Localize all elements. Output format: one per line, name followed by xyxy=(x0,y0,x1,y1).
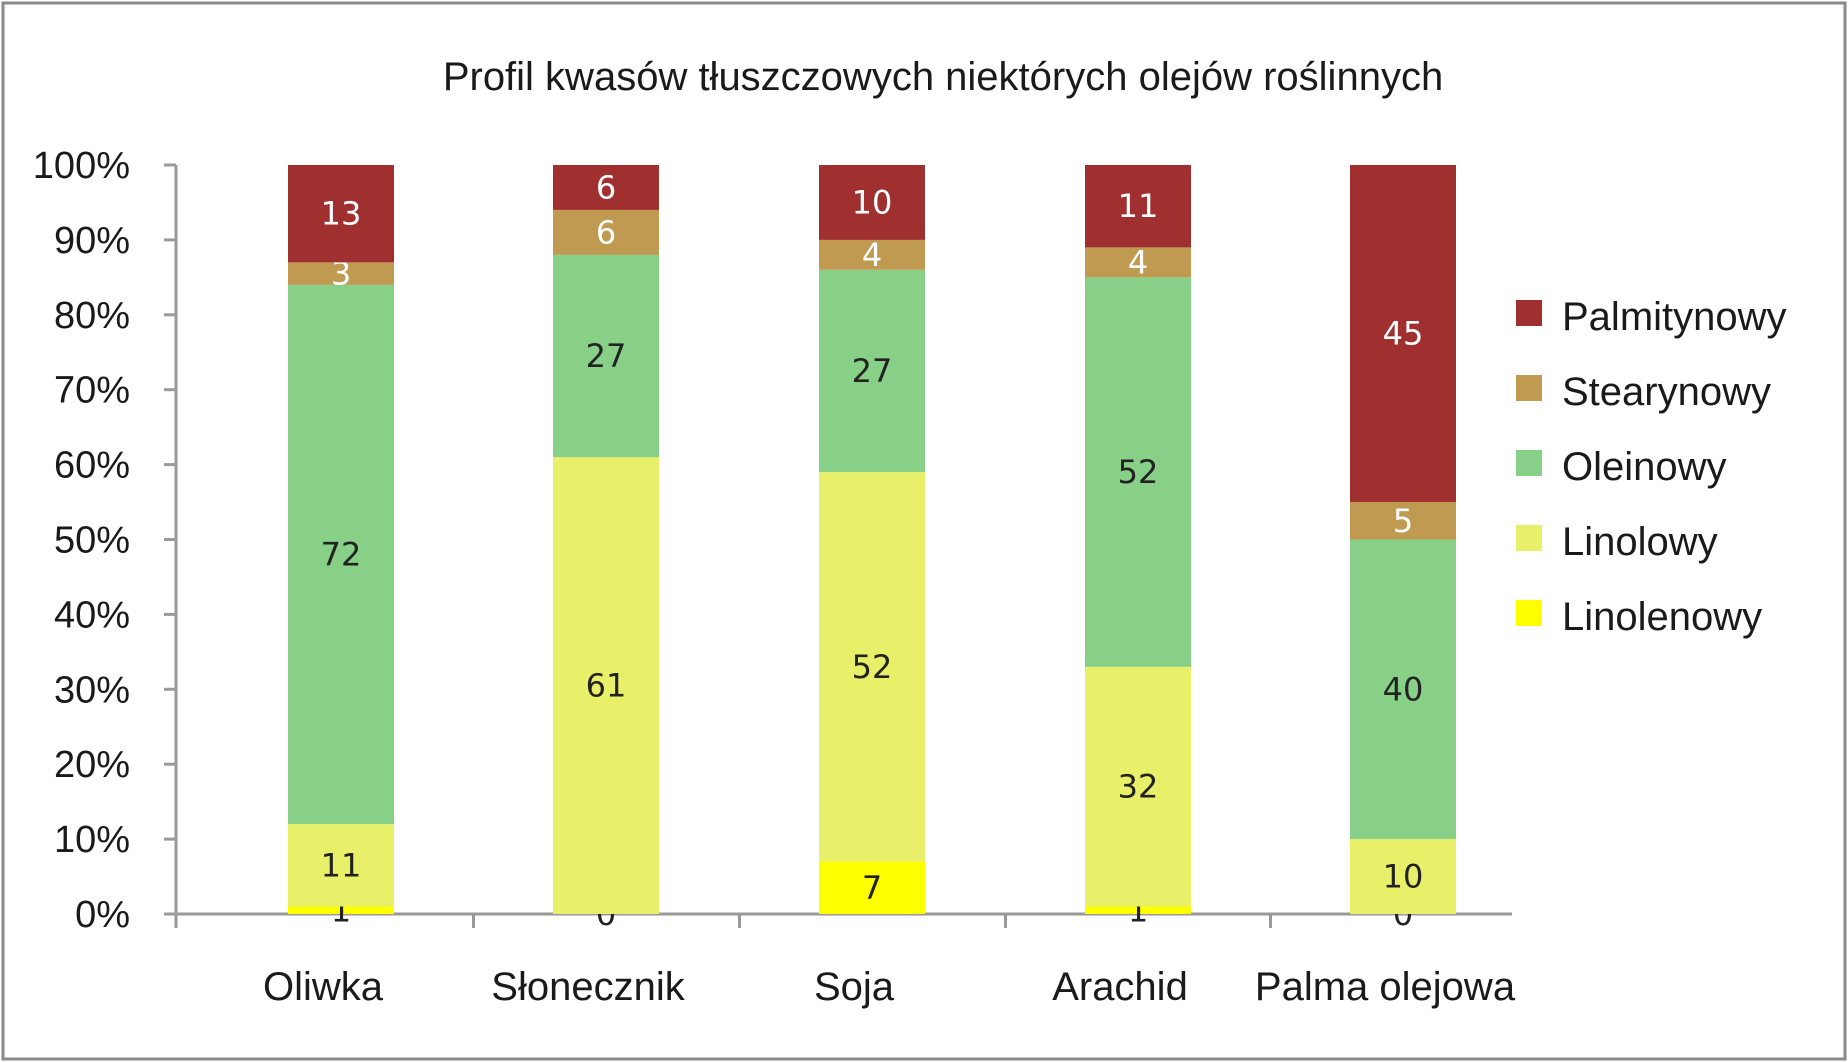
data-label: 4 xyxy=(1128,243,1148,281)
legend-swatch xyxy=(1516,525,1542,551)
bar-segment xyxy=(819,269,925,473)
legend-label: Stearynowy xyxy=(1562,370,1771,414)
data-label: 6 xyxy=(596,213,616,251)
bar-segment xyxy=(1350,502,1456,540)
data-label: 11 xyxy=(321,846,362,884)
data-label: 27 xyxy=(852,352,893,390)
bar-segment xyxy=(553,165,659,210)
y-tick-label: 60% xyxy=(54,445,130,487)
data-label: 27 xyxy=(586,337,627,375)
bar-segment xyxy=(1085,277,1191,667)
y-tick-label: 90% xyxy=(54,220,130,262)
data-label: 10 xyxy=(852,183,893,221)
x-category-label: Palma olejowa xyxy=(1255,965,1516,1009)
data-label: 7 xyxy=(862,869,882,907)
bar-segment xyxy=(288,824,394,907)
data-label: 4 xyxy=(862,236,882,274)
y-tick-label: 100% xyxy=(33,145,130,187)
bar-segment xyxy=(819,472,925,862)
legend-label: Linolenowy xyxy=(1562,595,1762,639)
bar-segment xyxy=(553,457,659,914)
bar-segment xyxy=(1085,165,1191,248)
x-category-label: Arachid xyxy=(1052,965,1188,1009)
bar-segment xyxy=(819,861,925,914)
y-tick-label: 10% xyxy=(54,819,130,861)
bar-segment xyxy=(1085,666,1191,907)
legend-label: Linolowy xyxy=(1562,520,1718,564)
chart-title: Profil kwasów tłuszczowych niektórych ol… xyxy=(443,55,1443,99)
data-label: 52 xyxy=(852,648,893,686)
bar-segment xyxy=(819,165,925,240)
data-label: 61 xyxy=(586,667,627,705)
y-tick-label: 70% xyxy=(54,370,130,412)
bar-segment xyxy=(553,254,659,458)
data-label: 52 xyxy=(1118,453,1159,491)
bar-segment xyxy=(819,239,925,270)
x-category-label: Soja xyxy=(814,965,895,1009)
bar-segment xyxy=(288,906,394,914)
data-label: 10 xyxy=(1383,858,1424,896)
data-label: 40 xyxy=(1383,670,1424,708)
data-label: 32 xyxy=(1118,768,1159,806)
legend-swatch xyxy=(1516,450,1542,476)
data-label: 45 xyxy=(1383,315,1424,353)
y-tick-label: 0% xyxy=(75,894,130,936)
data-label: 13 xyxy=(321,195,362,233)
data-label: 5 xyxy=(1393,502,1413,540)
bar-segment xyxy=(288,165,394,263)
y-tick-label: 50% xyxy=(54,520,130,562)
y-tick-label: 80% xyxy=(54,295,130,337)
legend-label: Palmitynowy xyxy=(1562,295,1787,339)
y-tick-label: 30% xyxy=(54,669,130,711)
plot-area: 0%10%20%30%40%50%60%70%80%90%100%1117231… xyxy=(33,145,1516,1009)
bar-segment xyxy=(288,284,394,825)
legend-swatch xyxy=(1516,375,1542,401)
data-label: 11 xyxy=(1118,187,1159,225)
bar-segment xyxy=(1350,839,1456,914)
legend-swatch xyxy=(1516,600,1542,626)
y-tick-label: 40% xyxy=(54,594,130,636)
data-label: 3 xyxy=(331,255,351,293)
bar-segment xyxy=(1350,165,1456,503)
bar-segment xyxy=(1350,539,1456,840)
x-category-label: Oliwka xyxy=(263,965,384,1009)
y-tick-label: 20% xyxy=(54,744,130,786)
bar-segment xyxy=(1085,247,1191,278)
legend-swatch xyxy=(1516,300,1542,326)
legend: Palmitynowy Stearynowy Oleinowy Linolowy Lin… xyxy=(1516,295,1787,639)
bar-segment xyxy=(1085,906,1191,914)
data-label: 72 xyxy=(321,535,362,573)
data-label: 6 xyxy=(596,168,616,206)
bar-segment xyxy=(553,209,659,255)
legend-label: Oleinowy xyxy=(1562,445,1727,489)
x-category-label: Słonecznik xyxy=(491,965,685,1009)
bar-segment xyxy=(288,262,394,285)
